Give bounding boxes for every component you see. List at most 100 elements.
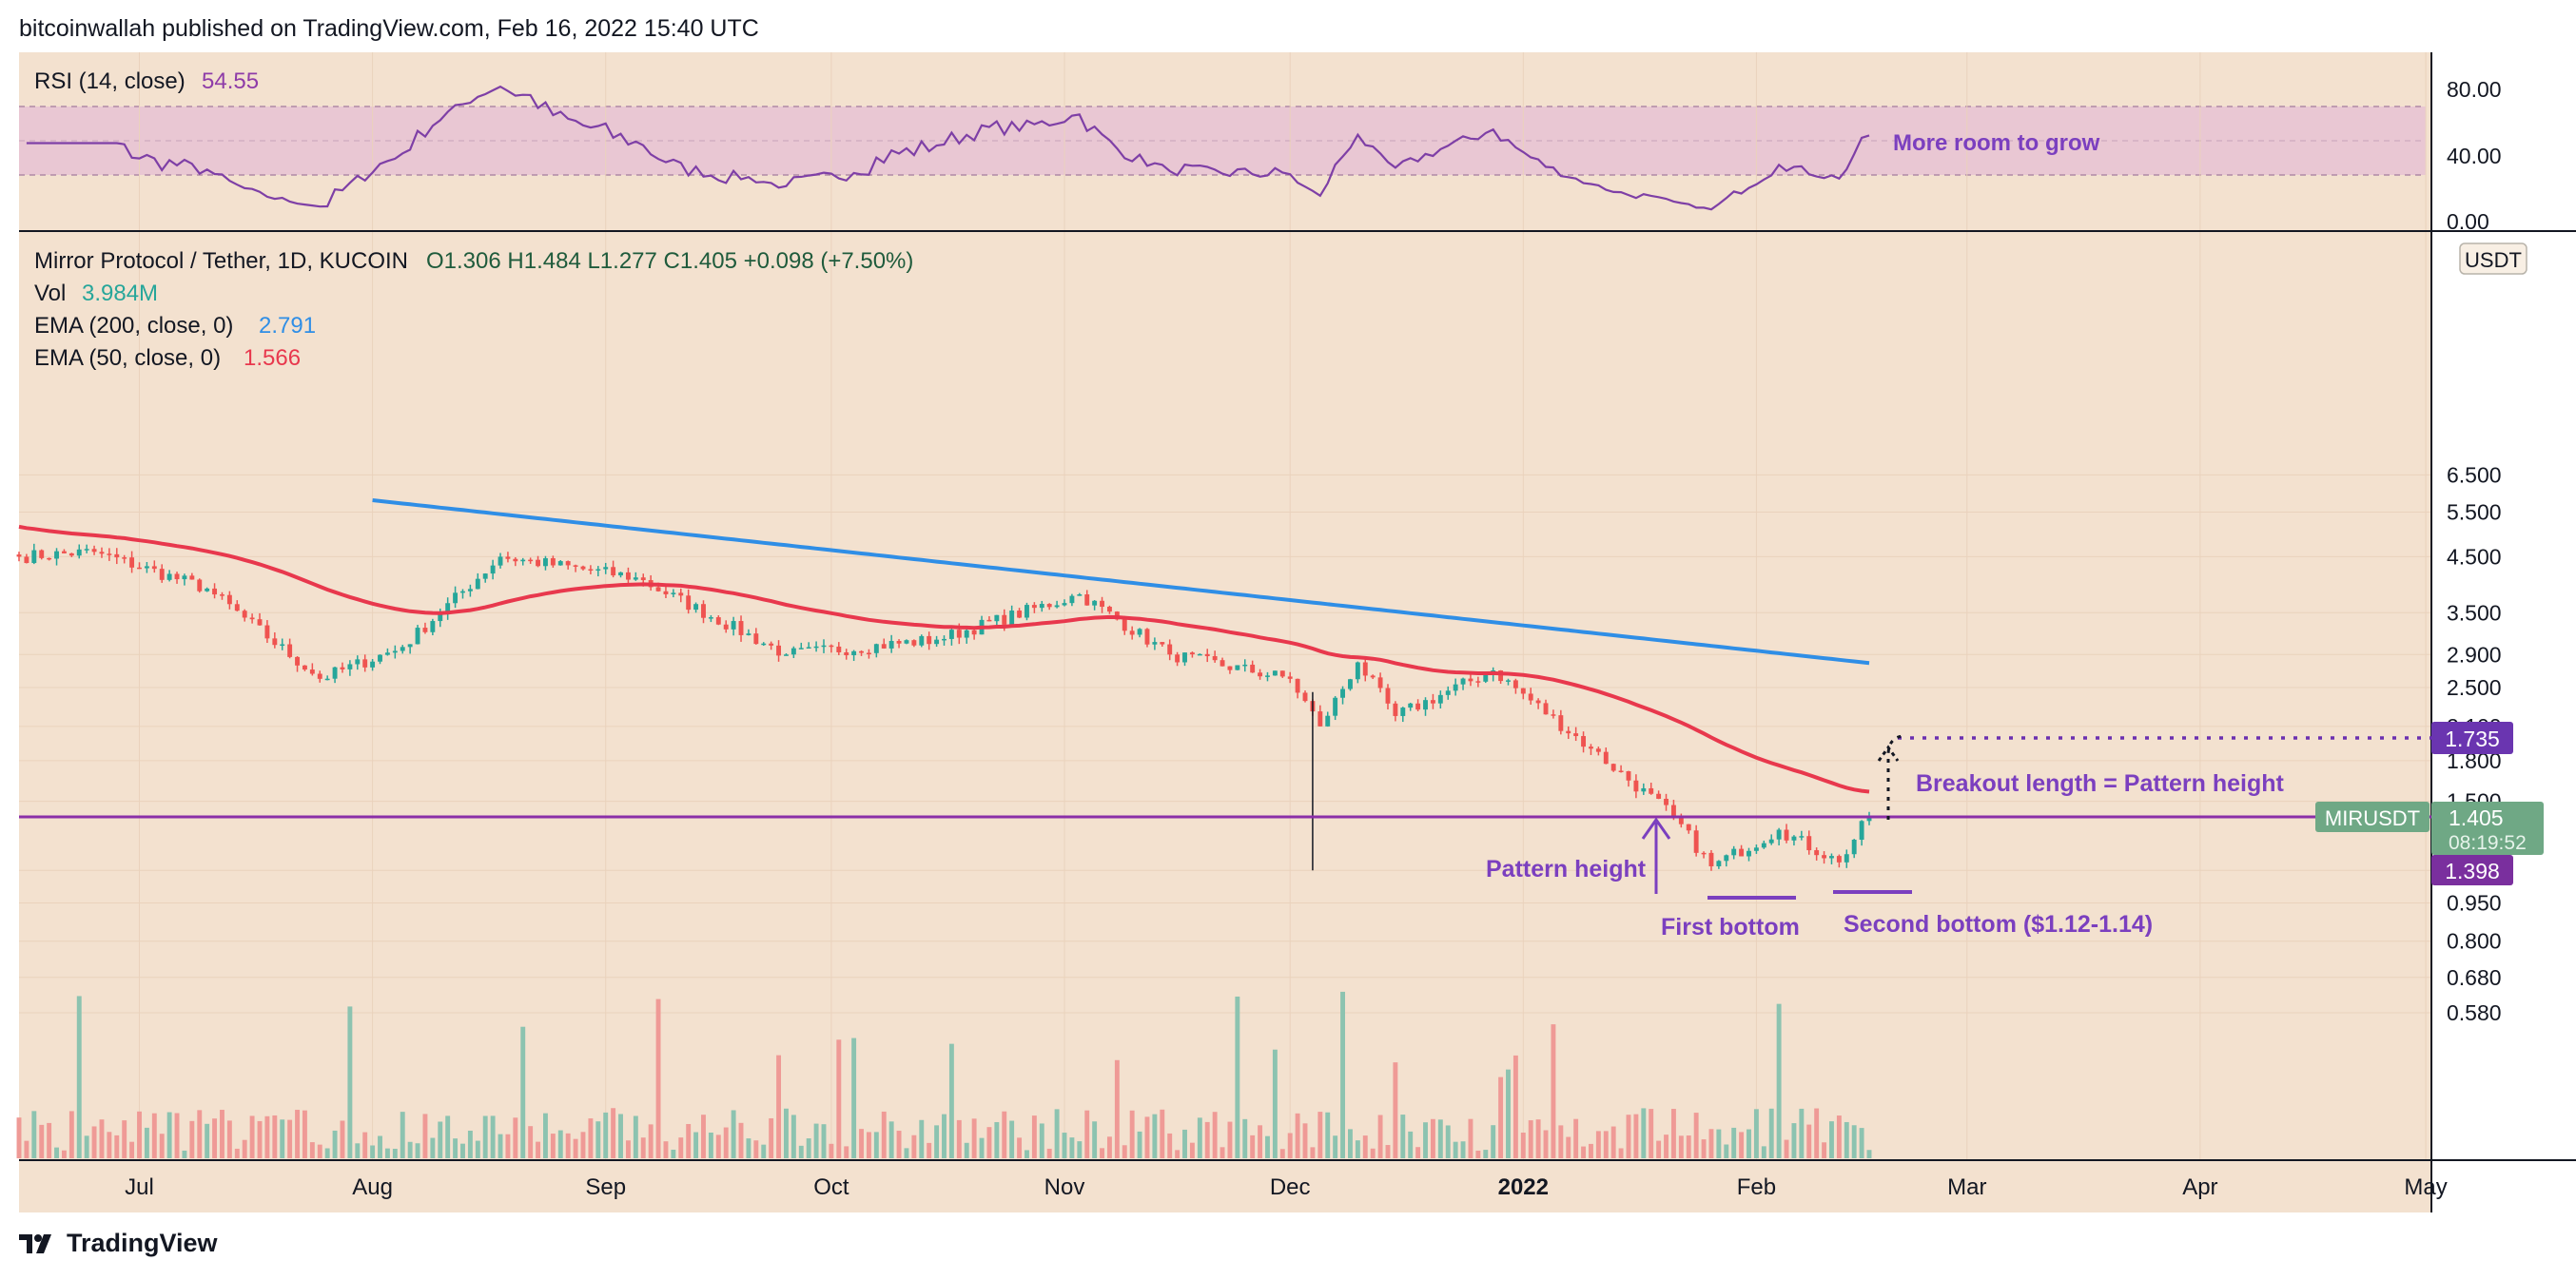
candle-body xyxy=(1791,836,1797,841)
price-tick: 0.580 xyxy=(2447,1000,2502,1025)
candle-body xyxy=(746,633,751,635)
candle-body xyxy=(197,579,203,592)
volume-bar xyxy=(1791,1123,1797,1158)
candle-body xyxy=(1129,630,1135,635)
candle-body xyxy=(1340,688,1345,698)
volume-bar xyxy=(738,1122,744,1158)
volume-bar xyxy=(1212,1112,1218,1158)
candle-body xyxy=(1453,684,1458,691)
candle-body xyxy=(392,650,398,653)
volume-bar xyxy=(1017,1137,1023,1158)
candle-body xyxy=(1062,603,1067,606)
candle-body xyxy=(1806,836,1812,851)
candle-body xyxy=(1610,764,1616,771)
time-tick: Feb xyxy=(1737,1174,1776,1200)
candle-body xyxy=(1175,654,1181,663)
volume-bar xyxy=(1859,1128,1864,1158)
volume-bar xyxy=(550,1134,556,1158)
vol-label: Vol xyxy=(34,281,66,306)
volume-bar xyxy=(1385,1145,1391,1158)
candle-body xyxy=(1182,652,1187,663)
volume-bar xyxy=(1258,1125,1263,1158)
volume-bar xyxy=(234,1148,240,1158)
candle-body xyxy=(1092,600,1098,606)
candle-body xyxy=(956,630,962,638)
volume-bar xyxy=(430,1137,436,1158)
candle-body xyxy=(859,650,864,653)
target-price-tag xyxy=(2431,722,2513,754)
volume-bar xyxy=(212,1118,218,1158)
candle-body xyxy=(415,628,420,645)
volume-bar xyxy=(1197,1117,1202,1158)
candle-body xyxy=(528,559,534,562)
volume-bar xyxy=(362,1132,368,1158)
candle-body xyxy=(611,567,616,576)
last-price: 1.405 xyxy=(2449,805,2504,830)
candle-body xyxy=(1701,852,1707,855)
currency-badge[interactable] xyxy=(2459,242,2527,275)
time-tick: Apr xyxy=(2182,1174,2217,1200)
volume-bar xyxy=(1370,1148,1376,1158)
candle-body xyxy=(1573,733,1579,737)
volume-bar xyxy=(1265,1135,1270,1158)
candle-body xyxy=(1595,748,1601,752)
volume-bar xyxy=(956,1119,962,1158)
breakout-arrow xyxy=(1886,734,1903,820)
candle-body xyxy=(1002,614,1007,625)
symbol-tag xyxy=(2315,802,2430,832)
candle-body xyxy=(1393,703,1398,716)
volume-bar xyxy=(1445,1125,1451,1158)
volume-bar xyxy=(302,1110,307,1158)
volume-bar xyxy=(806,1138,811,1158)
rsi-tick: 40.00 xyxy=(2447,144,2502,168)
volume-bar xyxy=(746,1138,751,1158)
time-tick: Jul xyxy=(125,1174,154,1200)
candle-body xyxy=(39,550,45,558)
volume-bar xyxy=(1566,1136,1571,1158)
candle-body xyxy=(557,561,563,566)
volume-bar xyxy=(1242,1118,1248,1158)
volume-bar xyxy=(904,1148,909,1158)
candle-body xyxy=(851,650,857,656)
volume-bar xyxy=(1784,1139,1789,1158)
candle-body xyxy=(1581,736,1587,747)
volume-bar xyxy=(1204,1121,1210,1158)
candle-body xyxy=(836,646,842,652)
candle-body xyxy=(1054,605,1060,608)
volume-bar xyxy=(1062,1133,1067,1158)
candle-body xyxy=(1851,839,1857,855)
volume-bar xyxy=(1633,1114,1639,1158)
volume-bar xyxy=(798,1145,804,1158)
candle-body xyxy=(340,667,345,669)
candle-body xyxy=(91,549,97,553)
volume-bar xyxy=(1287,1133,1293,1158)
volume-bar xyxy=(715,1135,721,1158)
candle-body xyxy=(1317,711,1323,727)
candle-body xyxy=(1543,703,1549,715)
volume-bar xyxy=(1708,1129,1714,1158)
candle-body xyxy=(295,656,300,666)
candle-body xyxy=(407,644,413,648)
candle-body xyxy=(1498,670,1504,682)
candle-body xyxy=(1069,595,1075,604)
candle-body xyxy=(1204,653,1210,656)
volume-bar xyxy=(1851,1125,1857,1158)
volume-bar xyxy=(971,1118,977,1158)
time-tick: Aug xyxy=(352,1174,393,1200)
volume-bar xyxy=(1340,991,1345,1158)
volume-bar xyxy=(61,1150,67,1158)
volume-bar xyxy=(919,1119,925,1158)
candle-body xyxy=(1370,675,1376,678)
volume-bar xyxy=(445,1115,451,1158)
candle-body xyxy=(1866,815,1872,822)
candle-body xyxy=(1077,594,1083,596)
volume-bar xyxy=(588,1118,594,1158)
candle-body xyxy=(438,614,443,622)
candle-body xyxy=(588,569,594,572)
candle-body xyxy=(829,645,834,648)
candle-body xyxy=(189,575,195,580)
volume-bar xyxy=(332,1130,338,1158)
volume-bar xyxy=(1175,1150,1181,1158)
candle-body xyxy=(422,628,428,632)
time-tick: Oct xyxy=(813,1174,849,1200)
